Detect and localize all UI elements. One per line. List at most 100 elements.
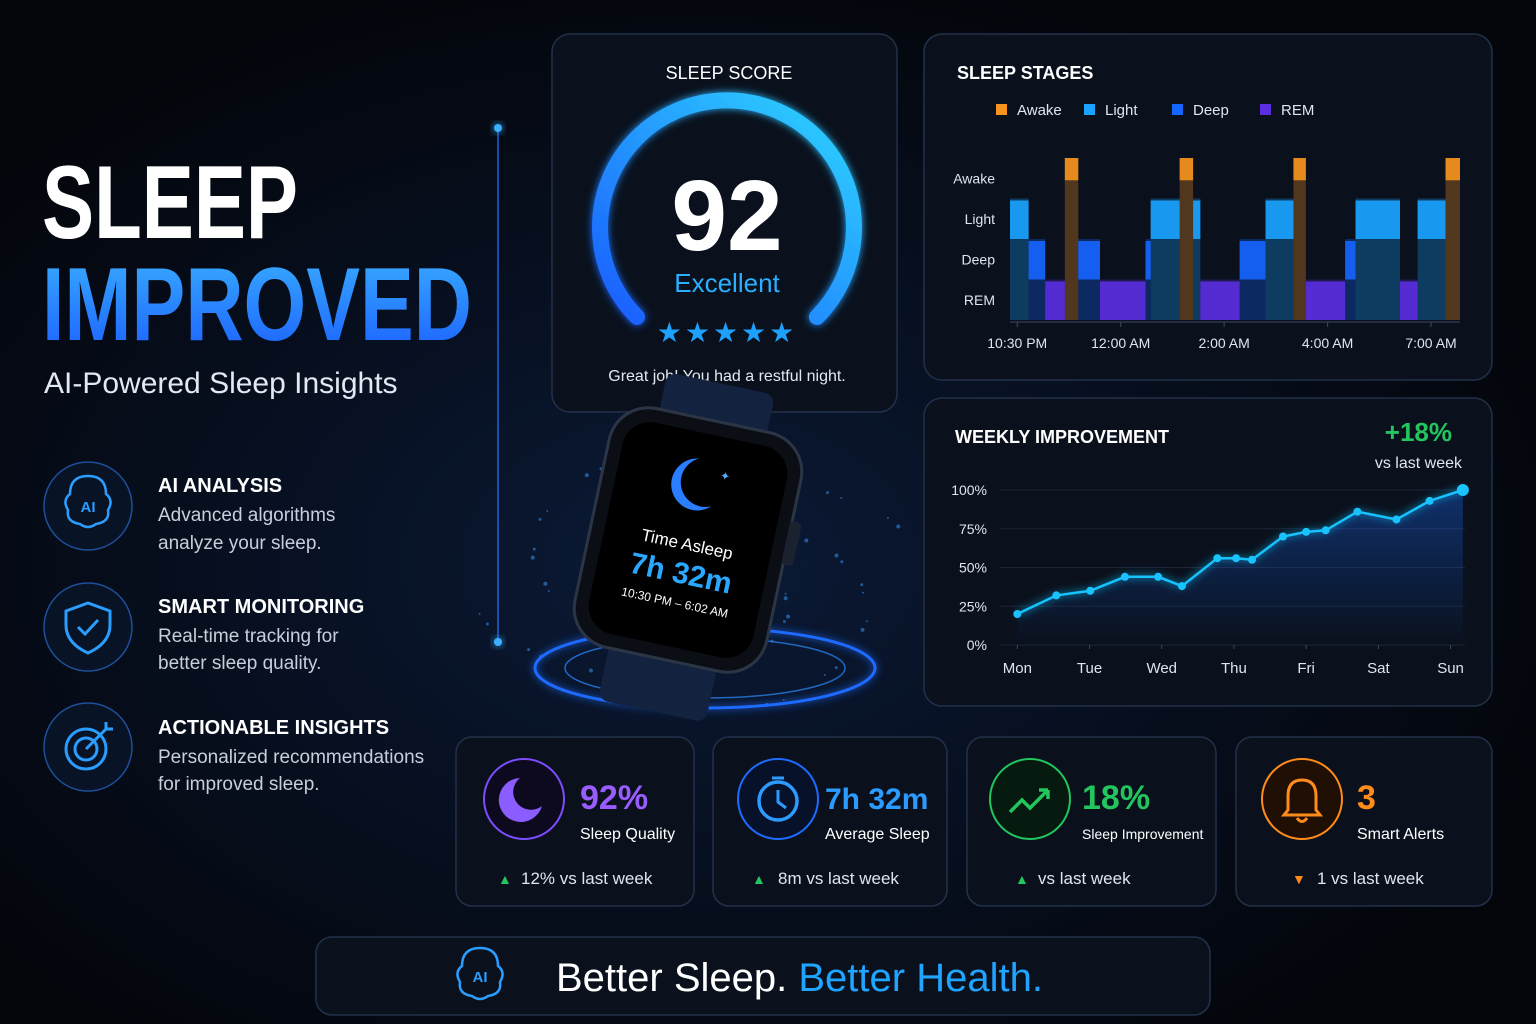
particle — [840, 497, 843, 500]
weekly-chart: 0% 25% 50% 75% 100% Mon Tue Wed Thu Fri Sat Sun — [951, 482, 1469, 677]
stage-segment — [1028, 241, 1046, 280]
clock-hands — [772, 776, 787, 810]
score-value: 92 — [671, 160, 782, 272]
x-tick-label: 12:00 AM — [1091, 335, 1150, 351]
feature-title: AI ANALYSIS — [158, 475, 282, 497]
x-tick-label: 10:30 PM — [987, 335, 1047, 351]
stage-segment — [1265, 200, 1294, 239]
x-tick-label: Sat — [1367, 660, 1390, 677]
legend-swatch — [996, 104, 1007, 115]
point — [1154, 572, 1163, 581]
stat-change: 1 vs last week — [1317, 869, 1424, 888]
feature-description: Real-time tracking for — [158, 626, 339, 647]
card-title: SLEEP SCORE — [666, 63, 793, 83]
particle — [538, 517, 542, 521]
watch-crown — [781, 521, 802, 566]
particle — [546, 510, 549, 513]
stage-segment — [1045, 281, 1065, 320]
stage-segment — [1064, 158, 1079, 181]
point — [1247, 555, 1256, 564]
point — [1013, 610, 1022, 618]
stage-segment — [1145, 241, 1151, 280]
stage-segment — [1355, 200, 1400, 239]
particle — [804, 538, 809, 543]
watch-screen — [588, 422, 788, 658]
particle — [834, 666, 838, 670]
icon-label: AI — [81, 499, 96, 516]
stat-change: 12% vs last week — [521, 869, 653, 888]
point — [1213, 554, 1222, 563]
feature: ACTIONABLE INSIGHTS Personalized recomme… — [43, 702, 424, 795]
target-icon — [64, 727, 108, 771]
feature-description: better sleep quality. — [158, 653, 321, 674]
feature-title: ACTIONABLE INSIGHTS — [158, 717, 389, 739]
particle — [860, 627, 865, 632]
trend-up-icon — [1008, 788, 1050, 814]
y-tick-label: 50% — [959, 560, 987, 576]
particle — [840, 560, 844, 564]
legend-label: Awake — [1017, 102, 1062, 119]
feature-title: SMART MONITORING — [158, 596, 364, 618]
trend-icon: ▲ — [1015, 871, 1029, 887]
y-tick-label: 75% — [959, 521, 987, 537]
y-tick-label: 25% — [959, 598, 987, 614]
particle — [784, 592, 787, 595]
point — [1321, 526, 1330, 535]
check-icon — [76, 618, 100, 637]
stat-icon-bg — [483, 758, 565, 840]
footer-text-part: Better Sleep. — [556, 956, 787, 1000]
x-tick-label: Sun — [1437, 660, 1464, 677]
footer-text: Better Sleep. Better Health. — [556, 956, 1043, 1000]
score-stars: ★★★★★ — [657, 317, 798, 348]
sparkle: ✦ — [719, 468, 732, 484]
stat-label: Sleep Improvement — [1082, 826, 1204, 842]
particle — [588, 668, 593, 673]
x-tick-label: 7:00 AM — [1405, 335, 1456, 351]
stage-segment — [1179, 158, 1194, 181]
particle — [478, 612, 481, 615]
smartwatch: ✦ Time Asleep 7h 32m 10:30 PM – 6:02 AM — [572, 373, 804, 721]
particle — [860, 583, 864, 587]
y-tick-label: Light — [965, 211, 995, 227]
legend-label: Deep — [1193, 102, 1229, 119]
point — [1086, 586, 1095, 595]
shield-icon — [64, 601, 112, 655]
stages-card — [923, 33, 1493, 381]
card-title: SLEEP STAGES — [957, 63, 1093, 83]
stage-fill — [1193, 198, 1201, 320]
point — [1353, 507, 1362, 516]
y-tick-label: Awake — [953, 170, 995, 186]
particle — [823, 673, 826, 676]
feature-icon-bg — [43, 461, 133, 551]
stat-label: Smart Alerts — [1357, 826, 1444, 843]
stages-chart: Awake Awake Light Light Deep Deep REM REM 10:30 … — [953, 102, 1460, 351]
stat-value: 3 — [1357, 779, 1376, 817]
particle — [532, 547, 536, 551]
x-tick-label: Wed — [1146, 660, 1177, 677]
particle — [826, 491, 830, 495]
legend-label: REM — [1281, 102, 1314, 119]
stage-fill — [1293, 158, 1306, 320]
stat-label: Sleep Quality — [580, 826, 675, 843]
stage-segment — [1293, 158, 1306, 181]
stage-fill — [1064, 158, 1079, 320]
x-tick-label: Tue — [1077, 660, 1102, 677]
feature: SMART MONITORING Real-time tracking for … — [43, 582, 364, 674]
point — [1120, 572, 1129, 581]
legend-swatch — [1084, 104, 1095, 115]
particle — [886, 516, 889, 519]
stage-segment — [1010, 200, 1029, 239]
stat-value: 18% — [1082, 779, 1150, 817]
particle — [896, 524, 901, 529]
particle — [834, 553, 839, 558]
y-tick-label: 100% — [951, 482, 987, 498]
stage-segment — [1150, 200, 1180, 239]
y-tick-label: 0% — [967, 637, 987, 653]
stage-segment — [1417, 200, 1446, 239]
arrow-icon — [84, 722, 113, 751]
particle — [782, 619, 786, 623]
particle — [786, 614, 791, 619]
feature-description: for improved sleep. — [158, 774, 320, 795]
stage-segment — [1078, 241, 1100, 280]
stat-card: 92% Sleep Quality ▲ 12% vs last week — [455, 736, 695, 907]
